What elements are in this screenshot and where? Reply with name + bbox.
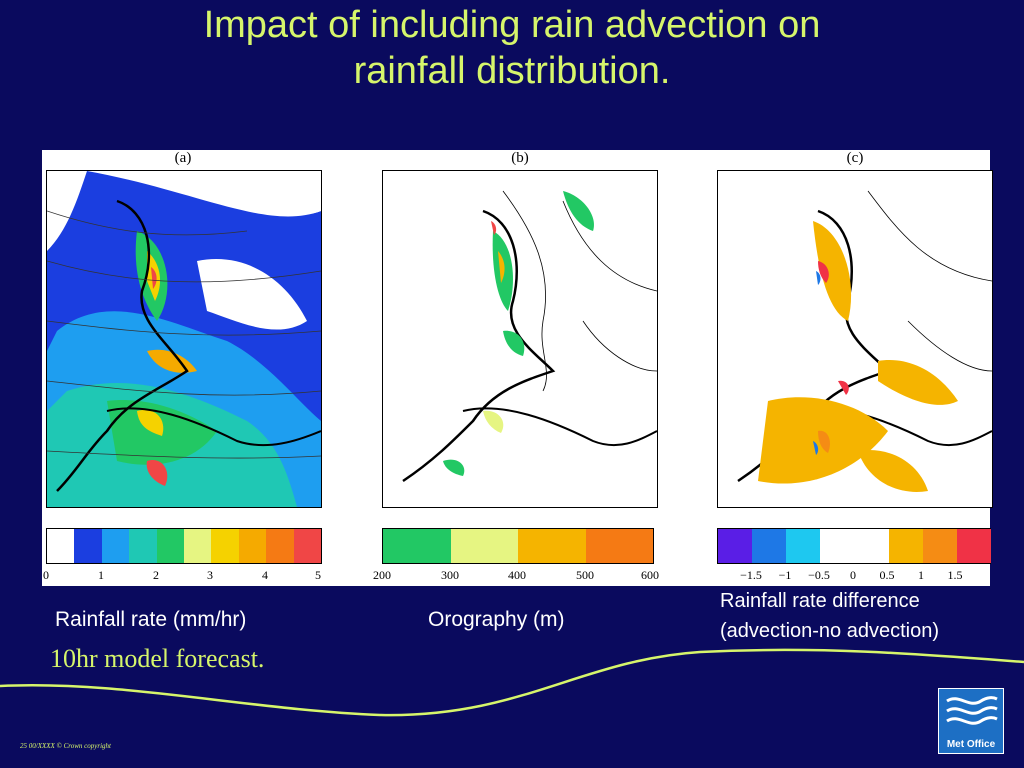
tick-label: −1 xyxy=(778,568,792,582)
caption-difference-line-2: (advection-no advection) xyxy=(720,620,940,642)
colorbar-swatch xyxy=(786,529,821,563)
colorbar-swatch xyxy=(888,529,923,563)
colorbar-swatch xyxy=(293,529,322,563)
tick-label: 2 xyxy=(153,568,159,582)
colorbar-swatch xyxy=(752,529,787,563)
colorbar-difference xyxy=(717,528,991,564)
caption-forecast: 10hr model forecast. xyxy=(50,644,265,673)
tick-label: 0 xyxy=(850,568,856,582)
map-orography xyxy=(382,170,658,508)
tick-label: 500 xyxy=(576,568,594,582)
colorbar-swatch xyxy=(922,529,957,563)
colorbar-difference-ticks: −1.5 −1 −0.5 0 0.5 1 1.5 xyxy=(717,568,990,584)
figure-panel: (a) xyxy=(42,150,993,586)
caption-rainfall-rate: Rainfall rate (mm/hr) xyxy=(55,608,247,631)
tick-label: −1.5 xyxy=(740,568,762,582)
colorbar-swatch xyxy=(129,529,157,563)
panel-label-c: (c) xyxy=(846,150,864,166)
colorbar-swatch xyxy=(156,529,185,563)
tick-label: 5 xyxy=(315,568,321,582)
colorbar-swatch xyxy=(101,529,130,563)
tick-label: 1 xyxy=(98,568,104,582)
footer-copyright-note: 25 00/XXXX © Crown copyright xyxy=(20,742,111,750)
colorbar-swatch xyxy=(211,529,239,563)
panel-label-a: (a) xyxy=(174,150,192,166)
colorbar-rainfall-ticks: 0 1 2 3 4 5 xyxy=(43,568,321,584)
difference-map-graphic xyxy=(737,190,992,492)
logo-text: Met Office xyxy=(946,739,996,750)
colorbar-swatch xyxy=(184,529,212,563)
tick-label: 1 xyxy=(918,568,924,582)
colorbar-swatch xyxy=(518,529,586,563)
tick-label: 0.5 xyxy=(879,568,895,582)
map-rainfall-difference xyxy=(717,170,993,508)
tick-label: −0.5 xyxy=(808,568,830,582)
colorbar-swatch xyxy=(450,529,518,563)
caption-difference-line-1: Rainfall rate difference xyxy=(720,590,920,612)
colorbar-swatch xyxy=(238,529,267,563)
colorbar-rainfall xyxy=(46,528,322,564)
orography-map-graphic xyxy=(402,190,657,483)
panel-label-b: (b) xyxy=(511,150,529,166)
colorbar-swatch xyxy=(820,529,855,563)
title-line-2: rainfall distribution. xyxy=(353,50,671,92)
tick-label: 400 xyxy=(508,568,526,582)
colorbar-swatch xyxy=(383,529,451,563)
colorbar-orography xyxy=(382,528,654,564)
tick-label: 0 xyxy=(43,568,49,582)
tick-label: 4 xyxy=(262,568,268,582)
colorbar-swatch xyxy=(956,529,991,563)
colorbar-swatch xyxy=(854,529,889,563)
tick-label: 200 xyxy=(373,568,391,582)
colorbar-swatch xyxy=(74,529,102,563)
met-office-wave-icon xyxy=(946,696,998,725)
colorbar-swatch xyxy=(585,529,653,563)
decorative-wave-line xyxy=(0,648,1024,717)
colorbar-swatch xyxy=(266,529,294,563)
colorbar-swatch xyxy=(718,529,753,563)
colorbar-orography-ticks: 200 300 400 500 600 xyxy=(373,568,659,584)
title-line-1: Impact of including rain advection on xyxy=(203,4,821,46)
tick-label: 300 xyxy=(441,568,459,582)
colorbar-swatch xyxy=(47,529,75,563)
tick-label: 3 xyxy=(207,568,213,582)
slide-title: Impact of including rain advection on ra… xyxy=(0,2,1024,94)
rainfall-map-graphic xyxy=(47,171,321,507)
map-rainfall-rate xyxy=(46,170,322,508)
tick-label: 600 xyxy=(641,568,659,582)
caption-orography: Orography (m) xyxy=(428,608,565,631)
met-office-logo: Met Office xyxy=(938,688,1004,754)
tick-label: 1.5 xyxy=(947,568,963,582)
